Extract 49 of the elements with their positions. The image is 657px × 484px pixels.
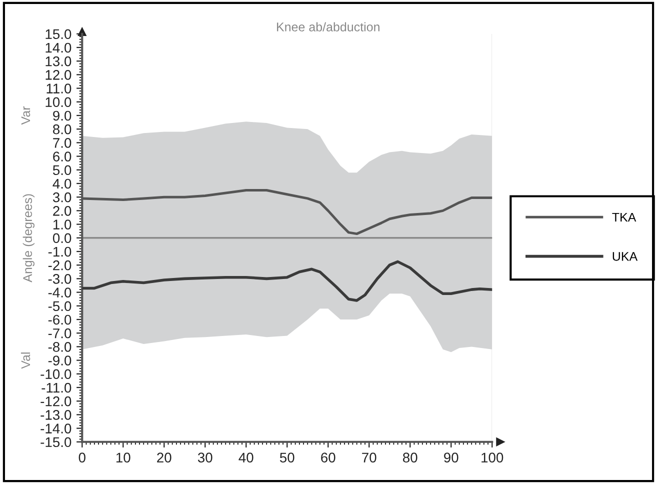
y-tick-label: 7.0 <box>53 138 72 148</box>
y-tick-label: -12.0 <box>40 396 72 406</box>
y-tick-label: -1.0 <box>48 246 72 257</box>
text: TKA <box>612 212 636 222</box>
y-tick-label: 2.0 <box>53 206 72 216</box>
text: Var <box>21 106 30 125</box>
y-tick-label: 5.0 <box>52 165 72 176</box>
y-tick-label: -6.0 <box>48 314 72 325</box>
x-tick-label: 30 <box>198 452 212 463</box>
x-tick-label: 40 <box>238 452 254 463</box>
y-tick-label: 3.0 <box>52 192 72 202</box>
y-tick-label: -13.0 <box>40 410 72 420</box>
text: Val <box>20 352 30 369</box>
text: UKA <box>612 252 638 261</box>
y-tick-label: 6.0 <box>53 152 72 162</box>
y-tick-label: -7.0 <box>48 328 72 338</box>
y-tick-label: -4.0 <box>48 288 72 298</box>
x-tick-label: 60 <box>321 452 336 463</box>
line-series <box>82 260 492 302</box>
chart-title: Knee ab/abduction <box>277 22 380 32</box>
x-tick-label: 0 <box>78 452 86 463</box>
x-tick-label: 80 <box>402 452 418 463</box>
y-tick-label: 8.0 <box>53 124 72 134</box>
y-tick-label: 9.0 <box>53 110 72 121</box>
y-tick-label: -10.0 <box>40 369 72 380</box>
y-tick-label: -3.0 <box>48 274 72 284</box>
y-tick-label: 15.0 <box>46 29 72 40</box>
y-tick-label: -14.0 <box>40 424 72 434</box>
x-tick-label: 70 <box>362 452 376 463</box>
y-tick-label: -2.0 <box>48 260 72 270</box>
y-tick-label: -15.0 <box>40 437 72 448</box>
y-tick-label: 12.0 <box>46 70 72 80</box>
y-axis-title: Angle (degrees) <box>22 194 34 282</box>
y-tick-label: -9.0 <box>48 356 72 366</box>
y-tick-label: -5.0 <box>48 301 72 312</box>
y-tick-label: 0.0 <box>52 233 72 244</box>
y-tick-label: 13.0 <box>46 56 72 66</box>
y-tick-label: 10.0 <box>46 97 72 108</box>
y-tick-label: 11.0 <box>46 84 72 94</box>
x-tick-label: 100 <box>482 452 504 463</box>
x-tick-label: 90 <box>444 452 458 463</box>
x-tick-label: 50 <box>280 452 294 463</box>
x-tick-label: 10 <box>116 452 130 463</box>
y-tick-label: 4.0 <box>52 178 72 189</box>
y-tick-label: 14.0 <box>46 42 72 53</box>
y-tick-label: -8.0 <box>48 342 72 352</box>
y-tick-label: 1.0 <box>53 220 72 230</box>
x-tick-label: 20 <box>157 452 172 463</box>
y-tick-label: -11.0 <box>42 382 72 393</box>
